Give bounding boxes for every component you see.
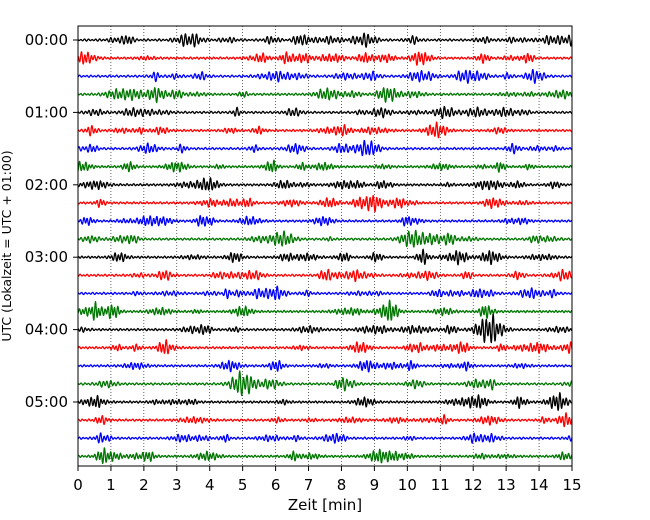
x-tick-label-6: 6 xyxy=(271,476,281,494)
seismogram-trace-23 xyxy=(77,432,573,444)
seismogram-trace-20 xyxy=(77,370,573,397)
seismogram-trace-17 xyxy=(77,313,573,344)
seismogram-trace-11 xyxy=(77,214,573,227)
x-tick-label-2: 2 xyxy=(139,476,149,494)
x-tick-label-5: 5 xyxy=(238,476,248,494)
seismogram-trace-19 xyxy=(77,359,573,373)
x-axis: 0 1 2 3 4 5 6 7 8 9 10 11 12 13 14 15 xyxy=(73,466,582,494)
seismogram-trace-24 xyxy=(77,447,573,465)
plot-frame xyxy=(77,25,573,467)
x-tick-label-10: 10 xyxy=(398,476,417,494)
grid-lines xyxy=(110,26,540,466)
seismogram-trace-21 xyxy=(77,392,573,411)
seismogram-trace-16 xyxy=(77,299,573,321)
x-tick-label-3: 3 xyxy=(172,476,182,494)
y-axis-title: UTC (Lokalzeit = UTC + 01:00) xyxy=(0,150,14,341)
trace-layer xyxy=(77,32,573,465)
seismogram-trace-15 xyxy=(77,285,573,301)
seismogram-trace-22 xyxy=(77,412,573,428)
x-tick-label-0: 0 xyxy=(73,476,83,494)
x-tick-label-4: 4 xyxy=(205,476,215,494)
x-tick-label-15: 15 xyxy=(562,476,581,494)
seismogram-trace-1 xyxy=(77,32,573,48)
seismogram-trace-3 xyxy=(77,68,573,85)
seismogram-trace-2 xyxy=(77,51,573,66)
y-tick-label-0400: 04:00 xyxy=(25,321,68,339)
seismogram-trace-13 xyxy=(77,248,573,266)
x-tick-label-9: 9 xyxy=(370,476,380,494)
y-tick-label-0500: 05:00 xyxy=(25,393,68,411)
y-tick-label-0200: 02:00 xyxy=(25,176,68,194)
seismogram-trace-5 xyxy=(77,105,573,120)
seismogram-trace-8 xyxy=(77,159,573,173)
y-tick-label-0100: 01:00 xyxy=(25,103,68,121)
x-tick-label-14: 14 xyxy=(530,476,549,494)
seismogram-trace-9 xyxy=(77,177,573,191)
y-tick-label-0000: 00:00 xyxy=(25,31,68,49)
x-tick-label-11: 11 xyxy=(431,476,450,494)
x-tick-label-1: 1 xyxy=(106,476,116,494)
y-axis: 00:00 01:00 02:00 03:00 04:00 05:00 xyxy=(25,31,78,411)
x-tick-label-7: 7 xyxy=(304,476,314,494)
x-tick-label-8: 8 xyxy=(337,476,347,494)
seismogram-trace-12 xyxy=(77,229,573,248)
seismogram-trace-18 xyxy=(77,339,573,355)
seismogram-trace-6 xyxy=(77,121,573,139)
x-tick-label-13: 13 xyxy=(497,476,516,494)
seismogram-trace-14 xyxy=(77,268,573,283)
seismogram-trace-4 xyxy=(77,87,573,104)
x-axis-title: Zeit [min] xyxy=(288,496,362,514)
x-tick-label-12: 12 xyxy=(464,476,483,494)
y-tick-label-0300: 03:00 xyxy=(25,248,68,266)
seismogram-trace-10 xyxy=(77,194,573,213)
seismogram-trace-7 xyxy=(77,139,573,157)
